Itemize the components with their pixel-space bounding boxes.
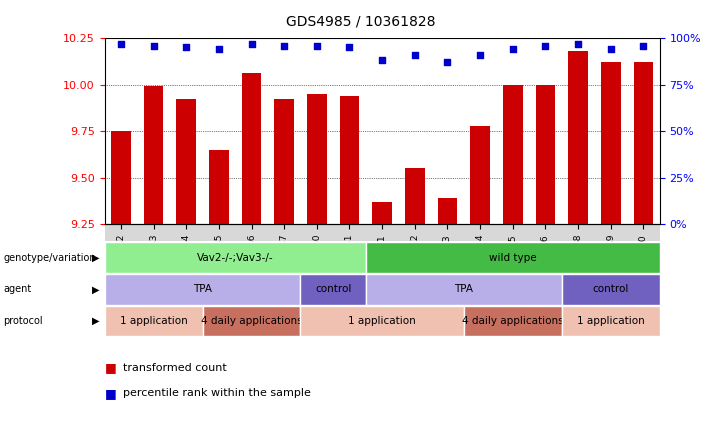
Bar xyxy=(438,198,457,224)
Text: agent: agent xyxy=(4,284,32,294)
Point xyxy=(442,59,454,66)
Bar xyxy=(470,126,490,224)
Bar xyxy=(536,85,555,224)
Bar xyxy=(601,62,621,224)
Text: genotype/variation: genotype/variation xyxy=(4,253,96,263)
Bar xyxy=(275,99,294,224)
Text: Vav2-/-;Vav3-/-: Vav2-/-;Vav3-/- xyxy=(197,253,273,263)
Point xyxy=(246,40,257,47)
Bar xyxy=(372,202,392,224)
Text: wild type: wild type xyxy=(489,253,536,263)
Bar xyxy=(242,74,261,224)
Point xyxy=(278,42,290,49)
Point xyxy=(637,42,649,49)
Point xyxy=(344,44,355,51)
Point xyxy=(539,42,551,49)
Text: control: control xyxy=(593,284,629,294)
Bar xyxy=(177,99,196,224)
Text: ▶: ▶ xyxy=(92,253,99,263)
Text: ■: ■ xyxy=(105,387,116,400)
Text: 4 daily applications: 4 daily applications xyxy=(462,316,564,326)
Bar xyxy=(143,86,164,224)
Point xyxy=(180,44,192,51)
Point xyxy=(213,46,225,52)
Text: ▶: ▶ xyxy=(92,284,99,294)
Bar xyxy=(634,62,653,224)
Point xyxy=(572,40,584,47)
Text: 1 application: 1 application xyxy=(348,316,416,326)
Point xyxy=(605,46,616,52)
Point xyxy=(148,42,159,49)
Text: ■: ■ xyxy=(105,362,116,374)
Text: ▶: ▶ xyxy=(92,316,99,326)
Text: TPA: TPA xyxy=(454,284,473,294)
Bar xyxy=(209,150,229,224)
Text: 4 daily applications: 4 daily applications xyxy=(200,316,302,326)
Bar xyxy=(568,51,588,224)
Bar xyxy=(340,96,359,224)
Text: GDS4985 / 10361828: GDS4985 / 10361828 xyxy=(286,15,435,29)
Bar xyxy=(307,94,327,224)
Text: protocol: protocol xyxy=(4,316,43,326)
Point xyxy=(409,52,420,58)
Point xyxy=(115,40,127,47)
Text: transformed count: transformed count xyxy=(123,363,226,373)
Point xyxy=(474,52,486,58)
Text: 1 application: 1 application xyxy=(120,316,187,326)
Point xyxy=(507,46,518,52)
Bar xyxy=(405,168,425,224)
Text: TPA: TPA xyxy=(193,284,212,294)
Bar xyxy=(111,131,131,224)
Point xyxy=(376,57,388,64)
Bar xyxy=(503,85,523,224)
Text: 1 application: 1 application xyxy=(577,316,645,326)
Text: control: control xyxy=(315,284,351,294)
Text: percentile rank within the sample: percentile rank within the sample xyxy=(123,388,311,398)
Point xyxy=(311,42,322,49)
